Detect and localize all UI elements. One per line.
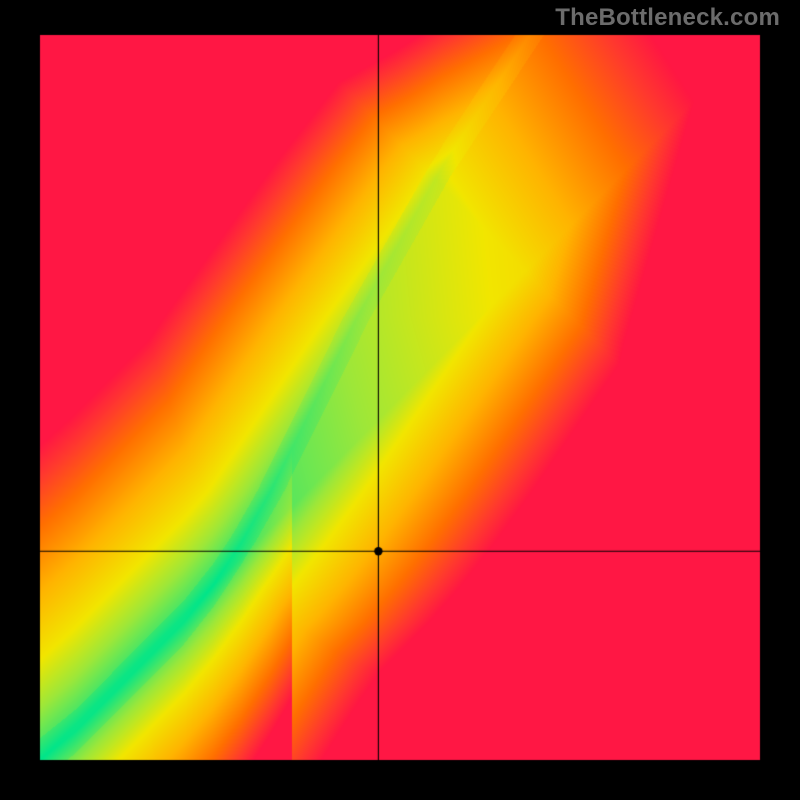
watermark-text: TheBottleneck.com	[555, 4, 780, 32]
chart-container: TheBottleneck.com	[0, 0, 800, 800]
heatmap-canvas	[0, 0, 800, 800]
